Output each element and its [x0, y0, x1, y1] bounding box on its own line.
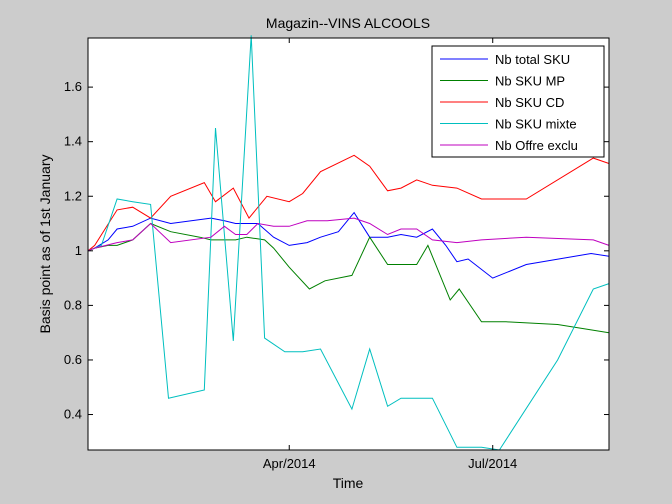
legend-label-2: Nb SKU MP — [495, 74, 565, 89]
chart-title: Magazin--VINS ALCOOLS — [266, 15, 430, 31]
series-line-5 — [87, 217, 610, 252]
y-tick-label: 1.4 — [64, 134, 82, 149]
legend-label-4: Nb SKU mixte — [495, 117, 577, 132]
series-line-3 — [87, 154, 610, 252]
y-axis-title: Basis point as of 1st January — [37, 155, 53, 334]
series-line-4 — [87, 35, 610, 451]
y-tick-label: 0.8 — [64, 297, 82, 312]
y-tick-label: 0.4 — [64, 407, 82, 422]
tick-layer: 0.4 0.6 0.8 1 1.2 1.4 1.6 Apr/2014 Jul/2014 — [64, 38, 609, 471]
y-tick-label: 1 — [75, 243, 82, 258]
x-tick-label: Jul/2014 — [468, 456, 517, 471]
y-tick-label: 1.6 — [64, 79, 82, 94]
legend-label-3: Nb SKU CD — [495, 95, 564, 110]
x-tick-label: Apr/2014 — [263, 456, 316, 471]
legend: Nb total SKU Nb SKU MP Nb SKU CD Nb SKU mix… — [431, 45, 605, 158]
y-tick-label: 1.2 — [64, 188, 82, 203]
series-layer — [87, 35, 610, 451]
legend-label-1: Nb total SKU — [495, 52, 570, 67]
y-tick-label: 0.6 — [64, 352, 82, 367]
plot-frame — [87, 37, 610, 451]
legend-label-5: Nb Offre exclu — [495, 138, 578, 153]
x-axis-title: Time — [333, 475, 364, 491]
series-line-1 — [87, 211, 610, 279]
legend-box — [431, 45, 605, 158]
